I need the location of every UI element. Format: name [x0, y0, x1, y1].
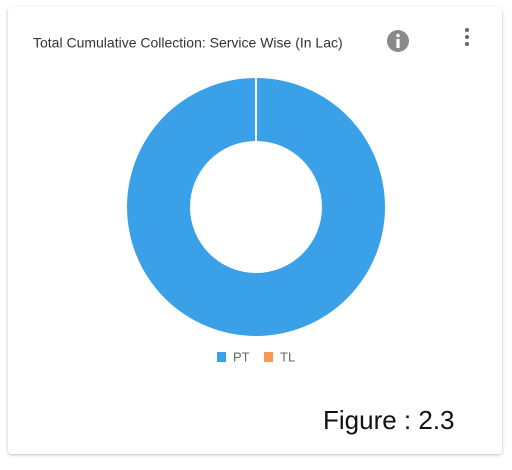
slice	[127, 78, 385, 336]
legend-label: TL	[280, 349, 295, 364]
legend-label: PT	[233, 349, 250, 364]
figure-label: Figure : 2.3	[323, 405, 455, 435]
info-icon[interactable]	[387, 30, 409, 52]
donut	[127, 78, 385, 336]
card	[8, 7, 502, 454]
legend-swatch	[217, 352, 226, 362]
legend: PT TL	[217, 349, 295, 364]
chart-title: Total Cumulative Collection: Service Wis…	[33, 35, 343, 51]
menu-icon[interactable]	[465, 28, 469, 46]
legend-swatch	[264, 352, 273, 362]
